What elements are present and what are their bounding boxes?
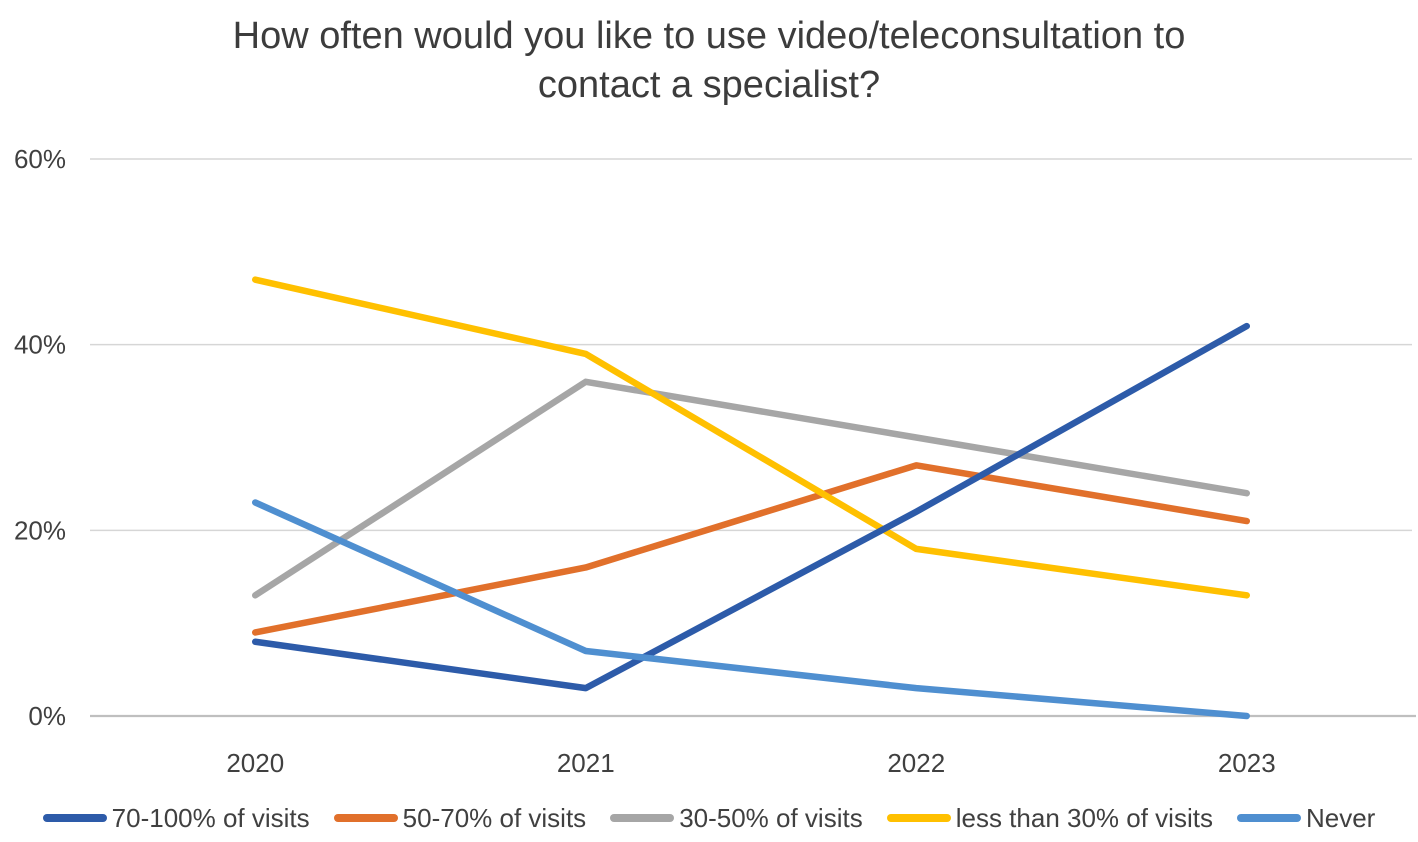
y-tick-label-60: 60% [14, 144, 66, 174]
x-tick-label-2020: 2020 [226, 748, 284, 778]
legend-item-30-50-of-visits: 30-50% of visits [610, 803, 863, 834]
y-tick-label-20: 20% [14, 515, 66, 545]
legend-label-30-50-of-visits: 30-50% of visits [679, 802, 863, 833]
y-tick-label-40: 40% [14, 330, 66, 360]
legend-item-70-100-of-visits: 70-100% of visits [42, 802, 310, 834]
plot-area: 0% 20% 40% 60% 2020 2021 2022 2023 [14, 144, 1416, 778]
x-tick-label-2022: 2022 [887, 748, 945, 778]
y-tick-label-0: 0% [28, 701, 66, 731]
legend-label-never: Never [1305, 802, 1376, 833]
legend-item-never: Never [1236, 802, 1376, 834]
legend-marker-50-70-of-visits [333, 814, 398, 822]
legend-label-50-70-of-visits: 50-70% of visits [402, 802, 587, 833]
legend-marker-never [1236, 814, 1301, 822]
legend-marker-30-50-of-visits [610, 814, 675, 822]
series-line-50-70-of-visits [252, 462, 1250, 636]
chart-title-line2: contact a specialist? [537, 64, 881, 107]
legend-label-less-than-30-of-visits: less than 30% of visits [955, 802, 1213, 833]
legend: 70-100% of visits 50-70% of visits 30-50% … [0, 797, 1418, 839]
legend-marker-70-100-of-visits [42, 814, 107, 822]
legend-item-less-than-30-of-visits: less than 30% of visits [886, 802, 1213, 834]
x-tick-label-2021: 2021 [557, 748, 615, 778]
x-tick-label-2023: 2023 [1218, 748, 1276, 778]
series-line-70-100-of-visits [252, 322, 1250, 692]
series-line-never [252, 499, 1250, 720]
legend-label-70-100-of-visits: 70-100% of visits [111, 802, 310, 833]
chart-title-line1: How often would you like to use video/te… [232, 15, 1186, 57]
legend-marker-less-than-30-of-visits [886, 814, 951, 822]
series-line-30-50-of-visits [252, 378, 1250, 599]
series-line-less-than-30-of-visits [252, 276, 1250, 599]
chart-title: How often would you like to use video/te… [0, 12, 1418, 111]
legend-item-50-70-of-visits: 50-70% of visits [333, 802, 587, 834]
